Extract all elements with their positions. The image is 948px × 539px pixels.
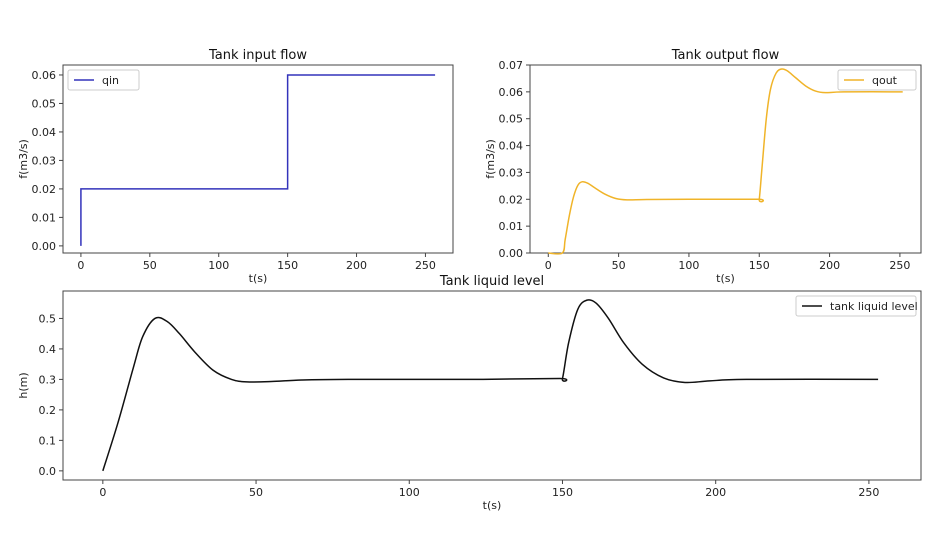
- legend-box: [795, 295, 917, 317]
- subplot-3: 0 50 100 150 200 250 0.0 0.1 0.2 0.3 0.4 0.5 Tank li…: [17, 274, 922, 512]
- y-axis-label: h(m): [17, 372, 30, 398]
- x-tick-label: 100: [678, 259, 699, 272]
- plot-area: [62, 64, 454, 254]
- subplot-1: 0 50 100 150 200 250 0.00 0.01 0.02 0.03 0.04 0.05 0…: [17, 48, 454, 285]
- y-tick-label: 0.5: [39, 312, 57, 325]
- x-tick-label: 250: [858, 486, 879, 499]
- y-axis-label: f(m3/s): [17, 139, 30, 179]
- y-tick-label: 0.4: [39, 343, 57, 356]
- legend-label: qin: [102, 74, 119, 87]
- series-line-qin: [80, 74, 436, 246]
- y-tick-label: 0.01: [32, 211, 57, 224]
- x-tick-label: 0: [545, 259, 552, 272]
- y-tick-label: 0.1: [39, 434, 57, 447]
- legend-box: [837, 69, 917, 91]
- y-tick-label: 0.01: [499, 220, 524, 233]
- x-axis-label: t(s): [716, 272, 735, 285]
- x-tick-label: 0: [77, 259, 84, 272]
- x-axis-label: t(s): [249, 272, 268, 285]
- x-tick-label: 150: [552, 486, 573, 499]
- plot-area: [529, 64, 922, 254]
- series-line-qout: [548, 68, 903, 255]
- y-tick-label: 0.02: [499, 193, 524, 206]
- chart-title: Tank liquid level: [439, 274, 544, 289]
- x-axis-label: t(s): [483, 499, 502, 512]
- y-tick-label: 0.07: [499, 59, 524, 72]
- y-tick-label: 0.05: [32, 97, 57, 110]
- x-tick-label: 200: [346, 259, 367, 272]
- y-tick-label: 0.03: [32, 154, 57, 167]
- y-tick-label: 0.0: [39, 465, 57, 478]
- legend-label: qout: [872, 74, 898, 87]
- y-tick-label: 0.00: [32, 240, 57, 253]
- y-tick-label: 0.3: [39, 373, 57, 386]
- chart-title: Tank input flow: [208, 48, 307, 63]
- y-tick-label: 0.03: [499, 166, 524, 179]
- y-tick-label: 0.06: [499, 86, 524, 99]
- legend-box: [67, 69, 140, 91]
- x-tick-label: 200: [819, 259, 840, 272]
- y-tick-label: 0.02: [32, 183, 57, 196]
- x-tick-label: 250: [889, 259, 910, 272]
- legend: qout: [837, 69, 917, 91]
- x-tick-label: 50: [143, 259, 157, 272]
- y-tick-label: 0.04: [499, 140, 524, 153]
- x-tick-label: 100: [399, 486, 420, 499]
- y-axis-label: f(m3/s): [484, 139, 497, 179]
- plot-area: [62, 290, 922, 481]
- chart-title: Tank output flow: [671, 48, 780, 63]
- x-tick-label: 250: [415, 259, 436, 272]
- series-line-tank-liquid-level: [102, 299, 879, 472]
- x-tick-label: 50: [249, 486, 263, 499]
- y-tick-label: 0.05: [499, 113, 524, 126]
- legend: qin: [67, 69, 140, 91]
- x-tick-label: 200: [705, 486, 726, 499]
- y-tick-label: 0.04: [32, 126, 57, 139]
- y-tick-label: 0.2: [39, 404, 57, 417]
- legend-label: tank liquid level: [830, 300, 918, 313]
- x-tick-label: 150: [749, 259, 770, 272]
- legend: tank liquid level: [795, 295, 918, 317]
- y-tick-label: 0.00: [499, 247, 524, 260]
- subplot-2: 0 50 100 150 200 250 0.00 0.01 0.02 0.03 0.04 0.05 0…: [484, 48, 922, 285]
- x-tick-label: 50: [612, 259, 626, 272]
- x-tick-label: 150: [277, 259, 298, 272]
- x-tick-label: 0: [99, 486, 106, 499]
- y-tick-label: 0.06: [32, 69, 57, 82]
- x-tick-label: 100: [208, 259, 229, 272]
